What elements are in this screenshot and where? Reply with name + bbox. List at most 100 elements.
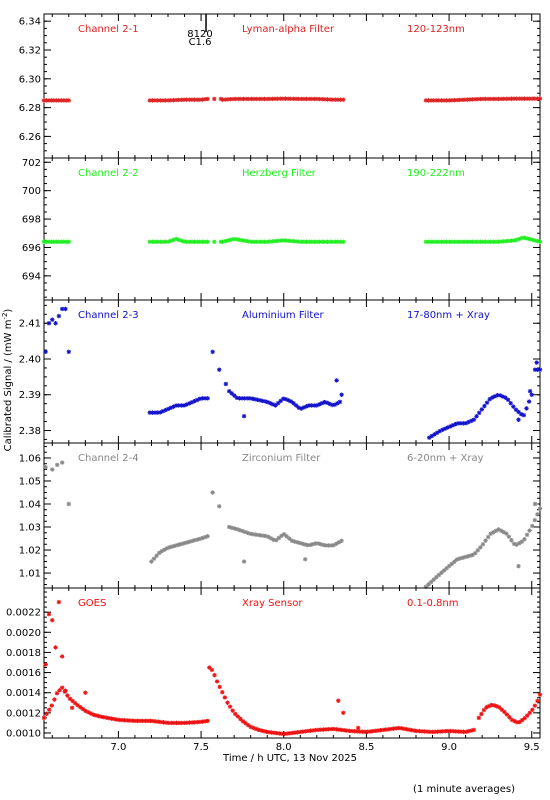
- data-point: [212, 239, 217, 244]
- data-point: [339, 392, 344, 397]
- data-point: [499, 707, 504, 712]
- data-point: [537, 96, 543, 101]
- data-point: [480, 542, 486, 547]
- y-tick-label: 6.30: [19, 74, 41, 85]
- data-point: [341, 710, 346, 716]
- data-point: [527, 388, 533, 394]
- panel-frame: [43, 157, 541, 301]
- data-point: [220, 689, 225, 695]
- data-point: [66, 98, 71, 103]
- y-tick-label: 1.04: [19, 499, 41, 510]
- y-tick-label: 0.0020: [6, 628, 41, 639]
- data-point: [241, 413, 247, 419]
- data-point: [339, 538, 344, 544]
- data-point: [334, 727, 339, 732]
- data-point: [210, 349, 215, 355]
- data-point: [532, 517, 538, 523]
- data-point: [283, 238, 288, 243]
- panel-filter-label: Aluminium Filter: [242, 310, 325, 321]
- data-point: [154, 553, 159, 559]
- data-point: [482, 403, 487, 409]
- y-axis-label: Calibrated Signal / (mW m-2): [1, 309, 14, 452]
- data-point: [529, 392, 534, 397]
- data-point: [266, 729, 272, 735]
- data-point: [292, 539, 297, 544]
- data-point: [46, 321, 52, 326]
- data-point: [63, 306, 68, 312]
- y-tick-label: 696: [22, 243, 41, 254]
- y-tick-label: 2.41: [19, 319, 41, 330]
- y-tick-label: 2.38: [19, 426, 41, 437]
- series-segment-2: [226, 524, 344, 548]
- y-axis-label-exponent: -2: [1, 313, 9, 320]
- series-segment-2: [226, 388, 343, 411]
- data-point: [66, 349, 71, 355]
- series-segment-1: [41, 239, 71, 244]
- data-point: [43, 464, 48, 470]
- panel-channel-label: GOES: [78, 598, 106, 609]
- data-point: [56, 599, 62, 605]
- panel-frame: [43, 442, 541, 589]
- panel-3: 2.38 2.39 2.40 2.41 Channel 2-3 Aluminium Fil…: [19, 299, 543, 444]
- data-point: [524, 406, 529, 411]
- panel-2: 694 696 698 700 702 Channel 2-2 Herzberg Filte…: [22, 157, 543, 301]
- data-point: [179, 238, 184, 243]
- data-point: [508, 401, 513, 406]
- panel-channel-label: Channel 2-4: [78, 453, 139, 464]
- data-point: [504, 531, 509, 536]
- data-point: [337, 399, 343, 405]
- panel-band-label: 17-80nm + Xray: [407, 310, 490, 321]
- data-point: [484, 400, 490, 405]
- data-point: [472, 550, 478, 556]
- series-segment-3: [423, 506, 543, 590]
- event-marker-label-top: 8120: [187, 29, 212, 40]
- y-tick-label: 702: [22, 158, 41, 169]
- data-point: [485, 534, 491, 540]
- panel-band-label: 190-222nm: [407, 168, 465, 179]
- data-point: [78, 704, 83, 710]
- data-point: [506, 534, 512, 539]
- data-point: [210, 490, 215, 495]
- data-point: [481, 707, 487, 713]
- data-point: [217, 684, 222, 690]
- data-point: [49, 703, 54, 708]
- data-point: [479, 711, 484, 717]
- data-point: [483, 538, 488, 543]
- data-point: [65, 693, 70, 698]
- footnote: (1 minute averages): [413, 784, 515, 795]
- panel-channel-label: Channel 2-3: [78, 310, 139, 321]
- event-marker-label-bottom: C1.6: [189, 37, 212, 48]
- data-point: [522, 536, 527, 542]
- panel-filter-label: Zirconium Filter: [242, 453, 321, 464]
- data-point: [537, 239, 543, 244]
- data-point: [290, 730, 295, 736]
- data-point: [217, 504, 222, 509]
- series-segment-4: [532, 367, 543, 372]
- data-point: [63, 688, 68, 693]
- data-point: [273, 403, 278, 408]
- y-tick-label: 1.03: [19, 523, 41, 534]
- data-point: [46, 707, 52, 712]
- data-point: [537, 367, 543, 372]
- panel-band-label: 120-123nm: [407, 24, 465, 35]
- y-tick-label: 6.34: [19, 17, 41, 28]
- y-tick-label: 1.05: [19, 476, 41, 487]
- data-point: [205, 534, 210, 539]
- data-point: [505, 397, 511, 402]
- data-point: [334, 378, 339, 383]
- data-point: [537, 506, 543, 511]
- y-tick-label: 1.02: [19, 546, 41, 557]
- data-point: [80, 706, 86, 712]
- annotation-layer: 8120 C1.6: [187, 14, 213, 48]
- data-point: [227, 704, 233, 709]
- y-tick-label: 2.39: [19, 390, 41, 401]
- series-segment-3: [220, 237, 346, 244]
- data-point: [288, 399, 294, 404]
- data-point: [487, 397, 492, 402]
- data-point: [46, 611, 52, 617]
- panels-layer: 6.26 6.28 6.30 6.32 6.34 Channel 2-1 Lyman-alp…: [6, 13, 543, 739]
- panel-1: 6.26 6.28 6.30 6.32 6.34 Channel 2-1 Lyman-alp…: [19, 13, 543, 159]
- data-point: [471, 727, 477, 733]
- y-tick-label: 0.0014: [6, 688, 41, 699]
